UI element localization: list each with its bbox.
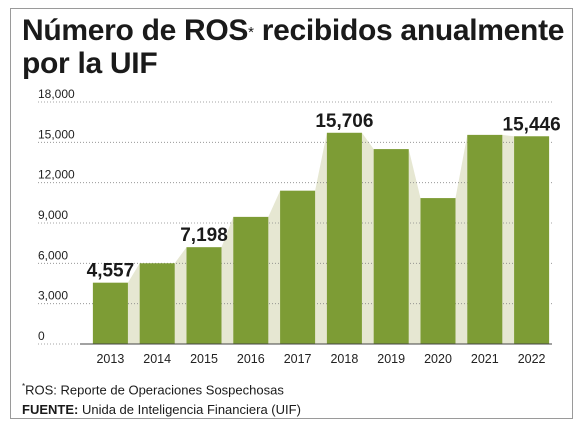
y-tick-label: 9,000: [38, 208, 68, 222]
data-label-2022: 15,446: [503, 114, 561, 135]
x-tick-label: 2020: [424, 352, 452, 366]
footnote-ros-text: ROS: Reporte de Operaciones Sospechosas: [25, 382, 284, 398]
bar-2018: [326, 132, 362, 344]
x-tick-label: 2019: [377, 352, 405, 366]
source-text: Unida de Inteligencia Financiera (UIF): [78, 402, 301, 417]
bar-2017: [280, 190, 316, 344]
x-tick-label: 2015: [190, 352, 218, 366]
bar-2020: [420, 198, 456, 344]
footnote-asterisk: *: [22, 382, 26, 391]
y-tick-label: 6,000: [38, 248, 68, 262]
y-tick-label: 3,000: [38, 289, 68, 303]
bar-2013: [92, 282, 128, 344]
bar-2021: [467, 134, 503, 344]
bar-2016: [233, 216, 269, 344]
x-tick-label: 2021: [471, 352, 499, 366]
y-tick-label: 15,000: [38, 127, 75, 141]
bar-2014: [139, 263, 175, 344]
chart-title: Número de ROS* recibidos anualmente por …: [22, 14, 567, 80]
x-tick-label: 2016: [237, 352, 265, 366]
x-tick-label: 2013: [96, 352, 124, 366]
data-label-2015: 7,198: [180, 225, 228, 246]
footnote-source: FUENTE: Unida de Inteligencia Financiera…: [22, 402, 301, 417]
y-tick-label: 0: [38, 329, 45, 343]
footnote-ros: *ROS: Reporte de Operaciones Sospechosas: [22, 382, 284, 397]
chart-frame: [10, 8, 573, 419]
title-asterisk: *: [248, 24, 254, 41]
source-label: FUENTE:: [22, 402, 79, 417]
x-tick-label: 2018: [330, 352, 358, 366]
title-text-end: recibidos anualmente por la UIF: [22, 14, 565, 80]
y-tick-label: 12,000: [38, 168, 75, 182]
bar-2019: [373, 149, 409, 344]
data-label-2013: 4,557: [87, 261, 135, 282]
x-tick-label: 2017: [284, 352, 312, 366]
y-tick-label: 18,000: [38, 87, 75, 101]
title-text-start: Número de ROS: [22, 14, 249, 47]
bar-2022: [514, 136, 550, 344]
bar-2015: [186, 247, 222, 344]
data-label-2018: 15,706: [315, 111, 373, 132]
x-tick-label: 2022: [518, 352, 546, 366]
x-tick-label: 2014: [143, 352, 171, 366]
